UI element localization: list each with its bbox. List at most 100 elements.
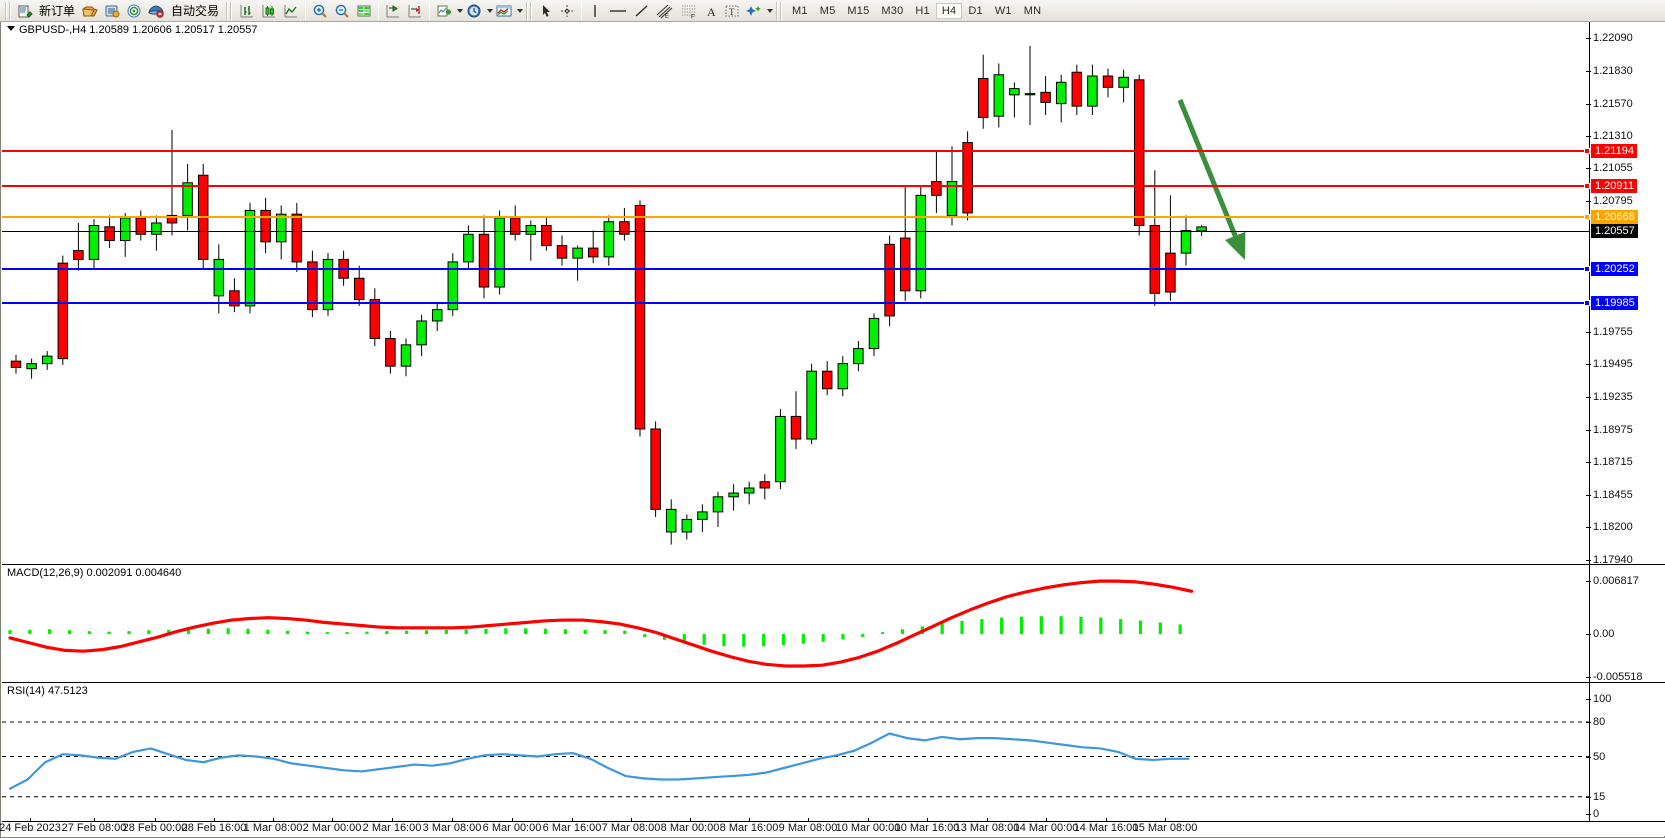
timeframe-h1[interactable]: H1 xyxy=(915,4,930,17)
rsi-pane[interactable]: RSI(14) 47.5123 100 80 50 15 0 xyxy=(2,682,1665,821)
chart-shift-icon[interactable] xyxy=(404,1,426,21)
price-level-support-2[interactable] xyxy=(2,299,1590,306)
time-tick-mark xyxy=(273,818,274,822)
timeframe-h4[interactable]: H4 xyxy=(935,2,963,19)
level-anchor[interactable] xyxy=(1584,266,1590,273)
macd-pane[interactable]: MACD(12,26,9) 0.002091 0.004640 0.006817… xyxy=(2,564,1665,683)
candlestick-chart-icon[interactable] xyxy=(258,1,280,21)
price-plot-area[interactable] xyxy=(2,22,1589,564)
time-tick-mark xyxy=(392,818,393,822)
price-tick: 1.18715 xyxy=(1586,456,1633,468)
signals-icon[interactable] xyxy=(123,1,145,21)
svg-text:A: A xyxy=(707,5,716,19)
down-trend-arrow[interactable] xyxy=(2,22,1589,564)
auto-trading-label[interactable]: 自动交易 xyxy=(171,4,220,18)
time-tick: 3 Mar 08:00 xyxy=(422,822,482,834)
expert-advisor-icon[interactable] xyxy=(145,1,167,21)
timeframe-w1[interactable]: W1 xyxy=(994,4,1012,17)
price-level-label-support-1: 1.20252 xyxy=(1591,262,1638,277)
level-anchor[interactable] xyxy=(1584,183,1590,190)
bar-chart-icon[interactable] xyxy=(236,1,258,21)
fibonacci-retracement-icon[interactable]: F xyxy=(677,1,701,21)
timeframe-mn[interactable]: MN xyxy=(1023,4,1042,17)
add-indicator-dropdown-caret[interactable] xyxy=(457,8,464,13)
toolbar-grip[interactable] xyxy=(5,1,12,20)
time-axis[interactable]: 24 Feb 2023 27 Feb 08:00 28 Feb 00:00 28 Fe… xyxy=(0,818,1665,836)
price-level-label-support-2: 1.19985 xyxy=(1591,295,1638,310)
objects-icon[interactable] xyxy=(743,1,765,21)
templates-dropdown-caret[interactable] xyxy=(517,8,524,13)
time-tick: 15 Mar 08:00 xyxy=(1132,822,1198,834)
time-tick: 2 Mar 16:00 xyxy=(362,822,422,834)
time-tick-mark xyxy=(1106,818,1107,822)
text-label-icon[interactable]: T xyxy=(721,1,743,21)
time-tick-mark xyxy=(868,818,869,822)
rsi-axis-line xyxy=(1589,683,1590,821)
new-order-icon[interactable] xyxy=(15,1,35,21)
level-anchor[interactable] xyxy=(1584,299,1590,306)
toolbar-grip-3[interactable] xyxy=(526,1,534,20)
toolbar-grip-4[interactable] xyxy=(776,1,784,20)
period-icon[interactable] xyxy=(463,1,485,21)
timeframe-m30[interactable]: M30 xyxy=(881,4,904,17)
price-tick: 1.18200 xyxy=(1586,521,1633,533)
new-order-label[interactable]: 新订单 xyxy=(39,4,76,18)
horizontal-line-icon[interactable] xyxy=(605,1,631,21)
time-tick-mark xyxy=(572,818,573,822)
rsi-tick: 50 xyxy=(1586,751,1605,763)
add-indicator-icon[interactable] xyxy=(433,1,455,21)
folder-icon[interactable] xyxy=(79,1,101,21)
time-tick-mark xyxy=(927,818,928,822)
price-pane[interactable]: GBPUSD-,H4 1.20589 1.20606 1.20517 1.205… xyxy=(2,22,1665,566)
auto-scroll-icon[interactable] xyxy=(382,1,404,21)
price-level-resistance-1[interactable] xyxy=(2,147,1590,154)
price-level-support-1[interactable] xyxy=(2,266,1590,273)
timeframe-m5[interactable]: M5 xyxy=(819,4,836,17)
level-anchor[interactable] xyxy=(1584,147,1590,154)
level-anchor[interactable] xyxy=(1584,213,1590,220)
time-tick: 10 Mar 16:00 xyxy=(894,822,960,834)
equidistant-channel-icon[interactable]: E xyxy=(653,1,677,21)
collapse-triangle-icon[interactable] xyxy=(7,26,15,31)
trendline-icon[interactable] xyxy=(631,1,653,21)
time-tick-mark xyxy=(214,818,215,822)
vertical-line-icon[interactable] xyxy=(585,1,605,21)
objects-dropdown-caret[interactable] xyxy=(767,8,774,13)
terminal-icon[interactable] xyxy=(101,1,123,21)
toolbar-grip-2[interactable] xyxy=(226,1,234,20)
data-window-icon[interactable] xyxy=(353,1,375,21)
price-tick: 1.21570 xyxy=(1586,98,1633,110)
time-tick-mark xyxy=(1165,818,1166,822)
rsi-series xyxy=(2,721,1589,798)
time-tick: 6 Mar 16:00 xyxy=(542,822,602,834)
timeframe-m1[interactable]: M1 xyxy=(792,4,808,17)
zoom-in-icon[interactable] xyxy=(309,1,331,21)
chart-symbol-info: GBPUSD-,H4 1.20589 1.20606 1.20517 1.205… xyxy=(7,24,258,36)
price-axis-line xyxy=(1589,22,1590,564)
timeframe-d1[interactable]: D1 xyxy=(968,4,983,17)
macd-plot-area[interactable] xyxy=(2,565,1589,682)
period-dropdown-caret[interactable] xyxy=(487,8,494,13)
rsi-plot-area[interactable] xyxy=(2,683,1589,821)
price-tick: 1.21055 xyxy=(1586,162,1633,174)
zoom-out-icon[interactable] xyxy=(331,1,353,21)
price-level-pivot[interactable] xyxy=(2,213,1590,220)
crosshair-icon[interactable] xyxy=(556,1,578,21)
time-tick: 24 Feb 2023 xyxy=(0,822,61,834)
time-tick: 1 Mar 08:00 xyxy=(243,822,303,834)
templates-icon[interactable] xyxy=(493,1,515,21)
text-icon[interactable]: A xyxy=(701,1,721,21)
price-level-resistance-2[interactable] xyxy=(2,183,1590,190)
chart-window[interactable]: GBPUSD-,H4 1.20589 1.20606 1.20517 1.205… xyxy=(0,22,1665,838)
timeframe-m15[interactable]: M15 xyxy=(847,4,870,17)
price-level-current-price[interactable] xyxy=(2,230,1589,232)
time-tick-mark xyxy=(452,818,453,822)
cursor-icon[interactable] xyxy=(536,1,556,21)
price-tick: 1.22090 xyxy=(1586,32,1633,44)
time-tick: 7 Mar 08:00 xyxy=(601,822,661,834)
rsi-tick: 80 xyxy=(1586,716,1605,728)
rsi-tick: 15 xyxy=(1586,791,1605,803)
time-tick-mark xyxy=(30,818,31,822)
price-level-label-current-price: 1.20557 xyxy=(1591,223,1638,238)
line-chart-icon[interactable] xyxy=(280,1,302,21)
